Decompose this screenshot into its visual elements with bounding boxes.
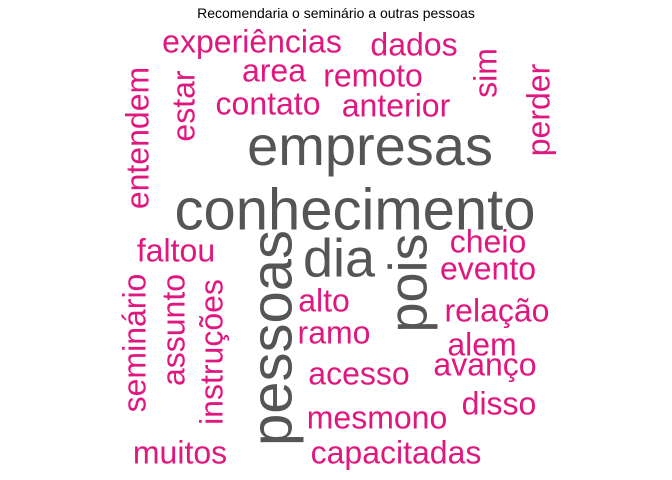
word-alem: alem [447,326,516,362]
word-dados: dados [370,26,457,62]
word-conhecimento: conhecimento [174,177,535,242]
word-entendem: entendem [119,67,155,209]
word-mesmono: mesmono [307,399,448,435]
word-sim: sim [467,48,503,98]
word-assunto: assunto [155,274,191,386]
word-alto: alto [298,282,350,318]
word-capacitadas: capacitadas [311,434,482,470]
chart-title: Recomendaria o seminário a outras pessoa… [197,5,475,21]
word-cheio: cheio [450,223,527,259]
word-evento: evento [440,250,536,286]
word-pois: pois [378,233,438,332]
word-anterior: anterior [342,87,451,123]
word-area: area [242,52,306,88]
word-ramo: ramo [298,314,371,350]
word-pessoas: pessoas [239,230,304,446]
word-instruções: instruções [193,279,229,425]
word-empresas: empresas [247,114,493,177]
word-dia: dia [303,228,376,288]
word-remoto: remoto [323,57,423,93]
word-perder: perder [520,63,556,156]
word-contato: contato [216,85,321,121]
word-experiências: experiências [162,23,342,59]
word-disso: disso [462,385,537,421]
word-faltou: faltou [137,232,215,268]
word-seminário: seminário [116,274,152,413]
word-muitos: muitos [133,434,227,470]
word-estar: estar [165,70,201,141]
word-relação: relação [445,292,550,328]
word-acesso: acesso [308,355,409,391]
word-avanço: avanço [433,346,536,382]
